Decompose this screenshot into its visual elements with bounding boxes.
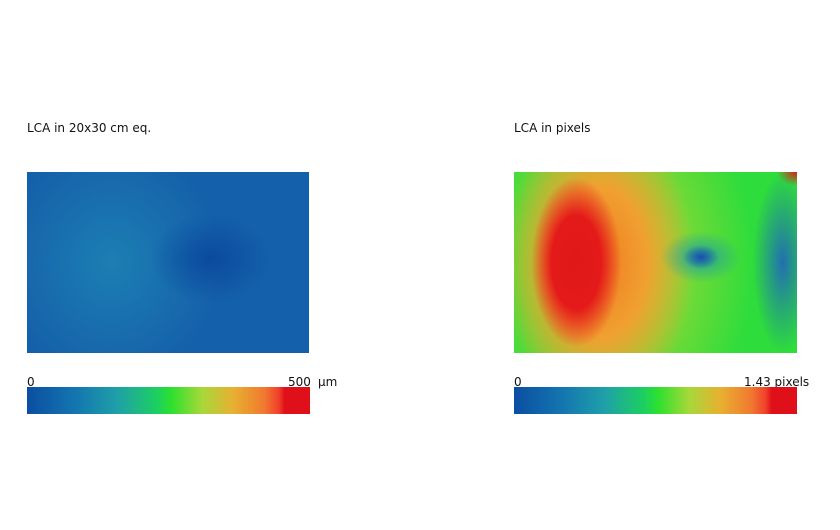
scale-min: 0: [27, 375, 35, 389]
scale-max: 1.43 pixels: [744, 375, 810, 389]
scale-max: 500: [288, 375, 311, 389]
colorbar: [514, 387, 797, 414]
colorbar: [27, 387, 310, 414]
scale-min: 0: [514, 375, 522, 389]
panel-title: LCA in 20x30 cm eq.: [27, 121, 152, 135]
heatmap: [27, 172, 309, 353]
heatmap: [514, 172, 797, 353]
panel-title: LCA in pixels: [514, 121, 591, 135]
scale-unit: µm: [318, 375, 338, 389]
